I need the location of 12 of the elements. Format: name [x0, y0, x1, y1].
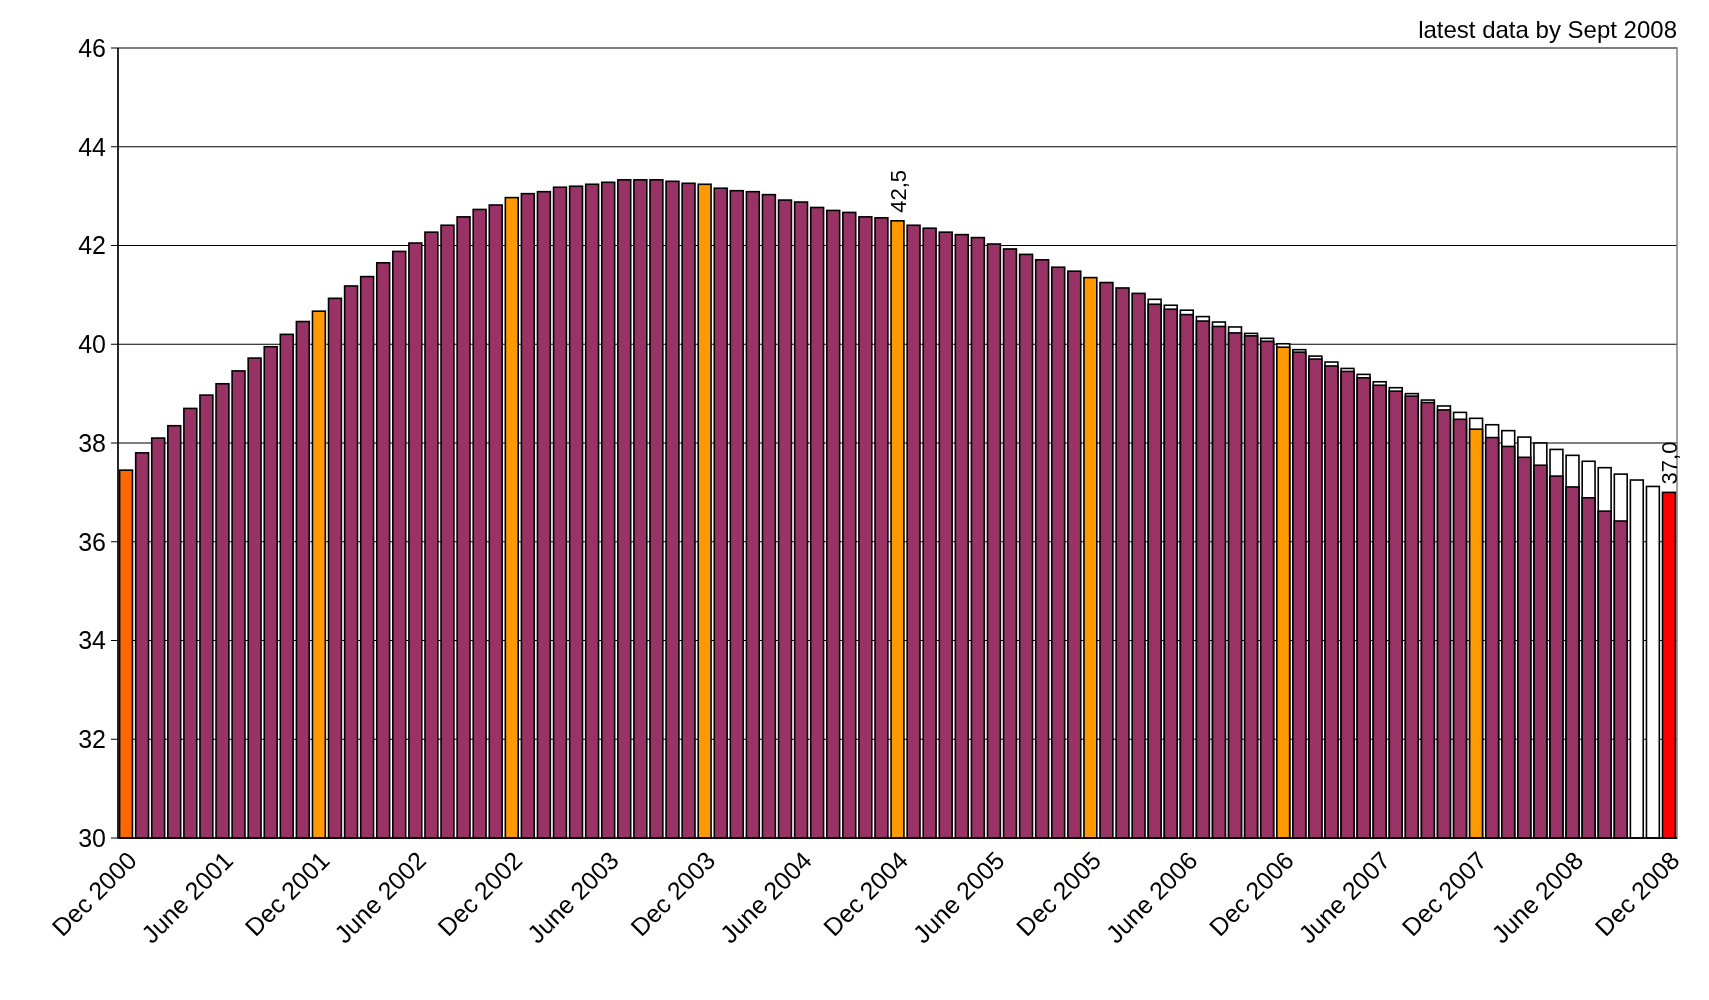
data-label: 42,5 — [885, 169, 911, 213]
y-tick-label: 30 — [78, 823, 106, 852]
y-tick-label: 32 — [78, 725, 106, 753]
y-tick-label: 34 — [78, 626, 107, 655]
y-tick-label: 42 — [78, 231, 106, 260]
data-label: 37,0 — [1656, 441, 1682, 485]
y-tick-label: 40 — [78, 330, 106, 358]
y-tick-label: 44 — [78, 132, 107, 161]
y-tick-label: 36 — [78, 527, 106, 556]
y-tick-label: 38 — [78, 428, 106, 457]
text: latest data by Sept 2008 — [1418, 16, 1677, 43]
y-tick-label: 46 — [78, 33, 106, 62]
